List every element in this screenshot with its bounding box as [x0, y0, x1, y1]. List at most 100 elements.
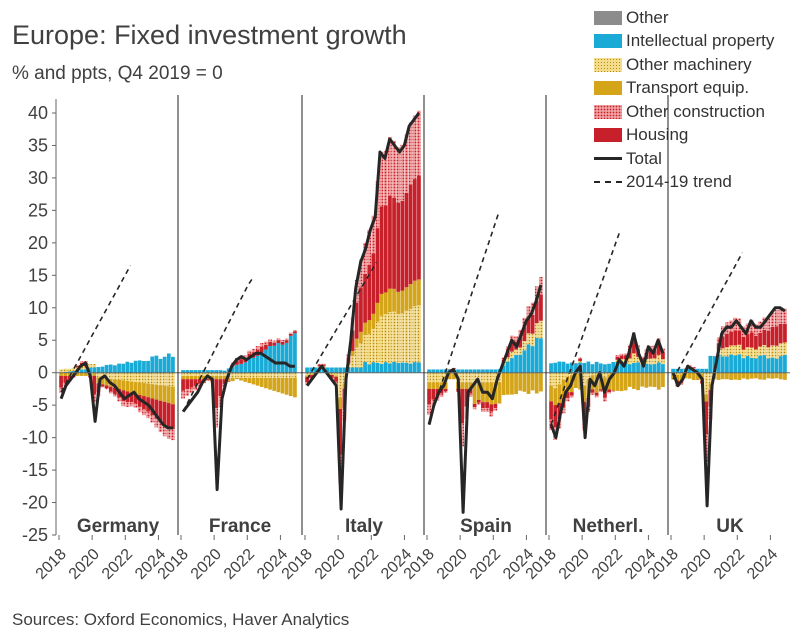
bar-ip — [255, 355, 260, 373]
bar-trans — [150, 384, 155, 399]
bar-mach — [636, 356, 640, 363]
bar-ip — [439, 369, 444, 373]
y-tick-label: -15 — [22, 460, 48, 480]
bar-house — [392, 197, 396, 289]
bar-house — [133, 393, 138, 404]
bar-ip — [280, 344, 285, 373]
bar-cons — [251, 348, 256, 353]
bar-mach — [435, 372, 440, 383]
bar-mach — [255, 372, 260, 378]
bar-mach — [549, 372, 553, 386]
bar-house — [259, 346, 264, 353]
bar-mach — [464, 372, 469, 383]
bar-mach — [371, 328, 376, 363]
bar-trans — [396, 291, 401, 315]
bar-cons — [439, 393, 444, 397]
bar-cons — [288, 332, 293, 334]
bar-trans — [514, 372, 518, 395]
bar-ip — [367, 364, 372, 373]
bar-house — [691, 367, 696, 369]
bar-house — [408, 184, 413, 285]
legend-item-other: Other — [594, 6, 774, 30]
bar-house — [754, 335, 758, 350]
bar-ip — [700, 368, 704, 373]
bar-house — [193, 379, 198, 386]
bar-mach — [493, 372, 498, 383]
bar-cons — [59, 387, 63, 393]
bar-mach — [350, 356, 355, 368]
bar-ip — [501, 365, 506, 373]
bar-ip — [288, 335, 293, 373]
bar-mach — [230, 372, 235, 378]
bar-mach — [489, 372, 494, 383]
bar-mach — [400, 313, 405, 363]
bar-house — [379, 206, 384, 294]
bar-trans — [171, 386, 175, 405]
bar-house — [334, 376, 338, 382]
bar-house — [309, 375, 314, 379]
bar-house — [557, 402, 562, 420]
bar-house — [648, 350, 653, 359]
bar-mach — [392, 311, 396, 362]
bar-mach — [334, 372, 338, 376]
bar-ip — [510, 358, 514, 373]
bar-ip — [758, 355, 762, 373]
x-tick-label: 2020 — [434, 546, 471, 583]
bar-ip — [720, 356, 725, 373]
bar-cons — [766, 316, 771, 331]
bar-house — [762, 329, 767, 346]
bar-mach — [359, 343, 363, 368]
bar-mach — [113, 372, 117, 380]
bar-house — [158, 400, 163, 423]
bar-house — [632, 340, 636, 354]
bar-house — [293, 331, 297, 334]
bar-ip — [627, 364, 632, 373]
bar-trans — [704, 394, 709, 402]
bar-ip — [338, 367, 343, 373]
bar-mach — [330, 372, 334, 375]
bar-house — [553, 405, 558, 428]
legend-item-housing: Housing — [594, 124, 774, 148]
bar-house — [565, 392, 570, 398]
bar-cons — [472, 407, 477, 410]
bar-house — [276, 340, 281, 344]
bar-house — [166, 403, 171, 428]
legend-item-other-construction: Other construction — [594, 100, 774, 124]
bar-house — [396, 202, 401, 292]
trend-line-france — [182, 278, 254, 412]
bar-ip — [456, 369, 460, 373]
bar-ip — [687, 368, 692, 373]
bar-cons — [598, 390, 603, 392]
bar-mach — [235, 372, 239, 378]
bar-mach — [439, 372, 444, 383]
bar-mach — [92, 364, 97, 368]
bar-mach — [408, 308, 413, 364]
bar-cons — [129, 402, 134, 407]
bar-trans — [193, 375, 198, 380]
bar-mach — [210, 372, 214, 376]
bar-house — [218, 379, 223, 397]
bar-cons — [460, 423, 465, 447]
bar-ip — [330, 367, 334, 373]
y-tick-label: 30 — [28, 168, 48, 188]
bar-trans — [309, 374, 314, 376]
bar-trans — [770, 372, 775, 379]
bar-cons — [247, 350, 252, 354]
bar-trans — [778, 372, 783, 380]
bar-ip — [239, 363, 243, 373]
bar-cons — [284, 338, 289, 341]
bar-mach — [565, 372, 570, 377]
y-tick-label: 15 — [28, 265, 48, 285]
bar-ip — [412, 362, 417, 373]
bar-house — [720, 336, 725, 349]
bar-house — [770, 326, 775, 346]
bar-trans — [121, 380, 126, 391]
bar-house — [522, 327, 527, 342]
bar-house — [431, 388, 436, 400]
bar-trans — [435, 382, 440, 389]
bar-ip — [193, 370, 198, 373]
bar-house — [611, 390, 616, 392]
bar-mach — [264, 372, 268, 378]
bar-mach — [749, 347, 754, 358]
bar-trans — [408, 284, 413, 309]
